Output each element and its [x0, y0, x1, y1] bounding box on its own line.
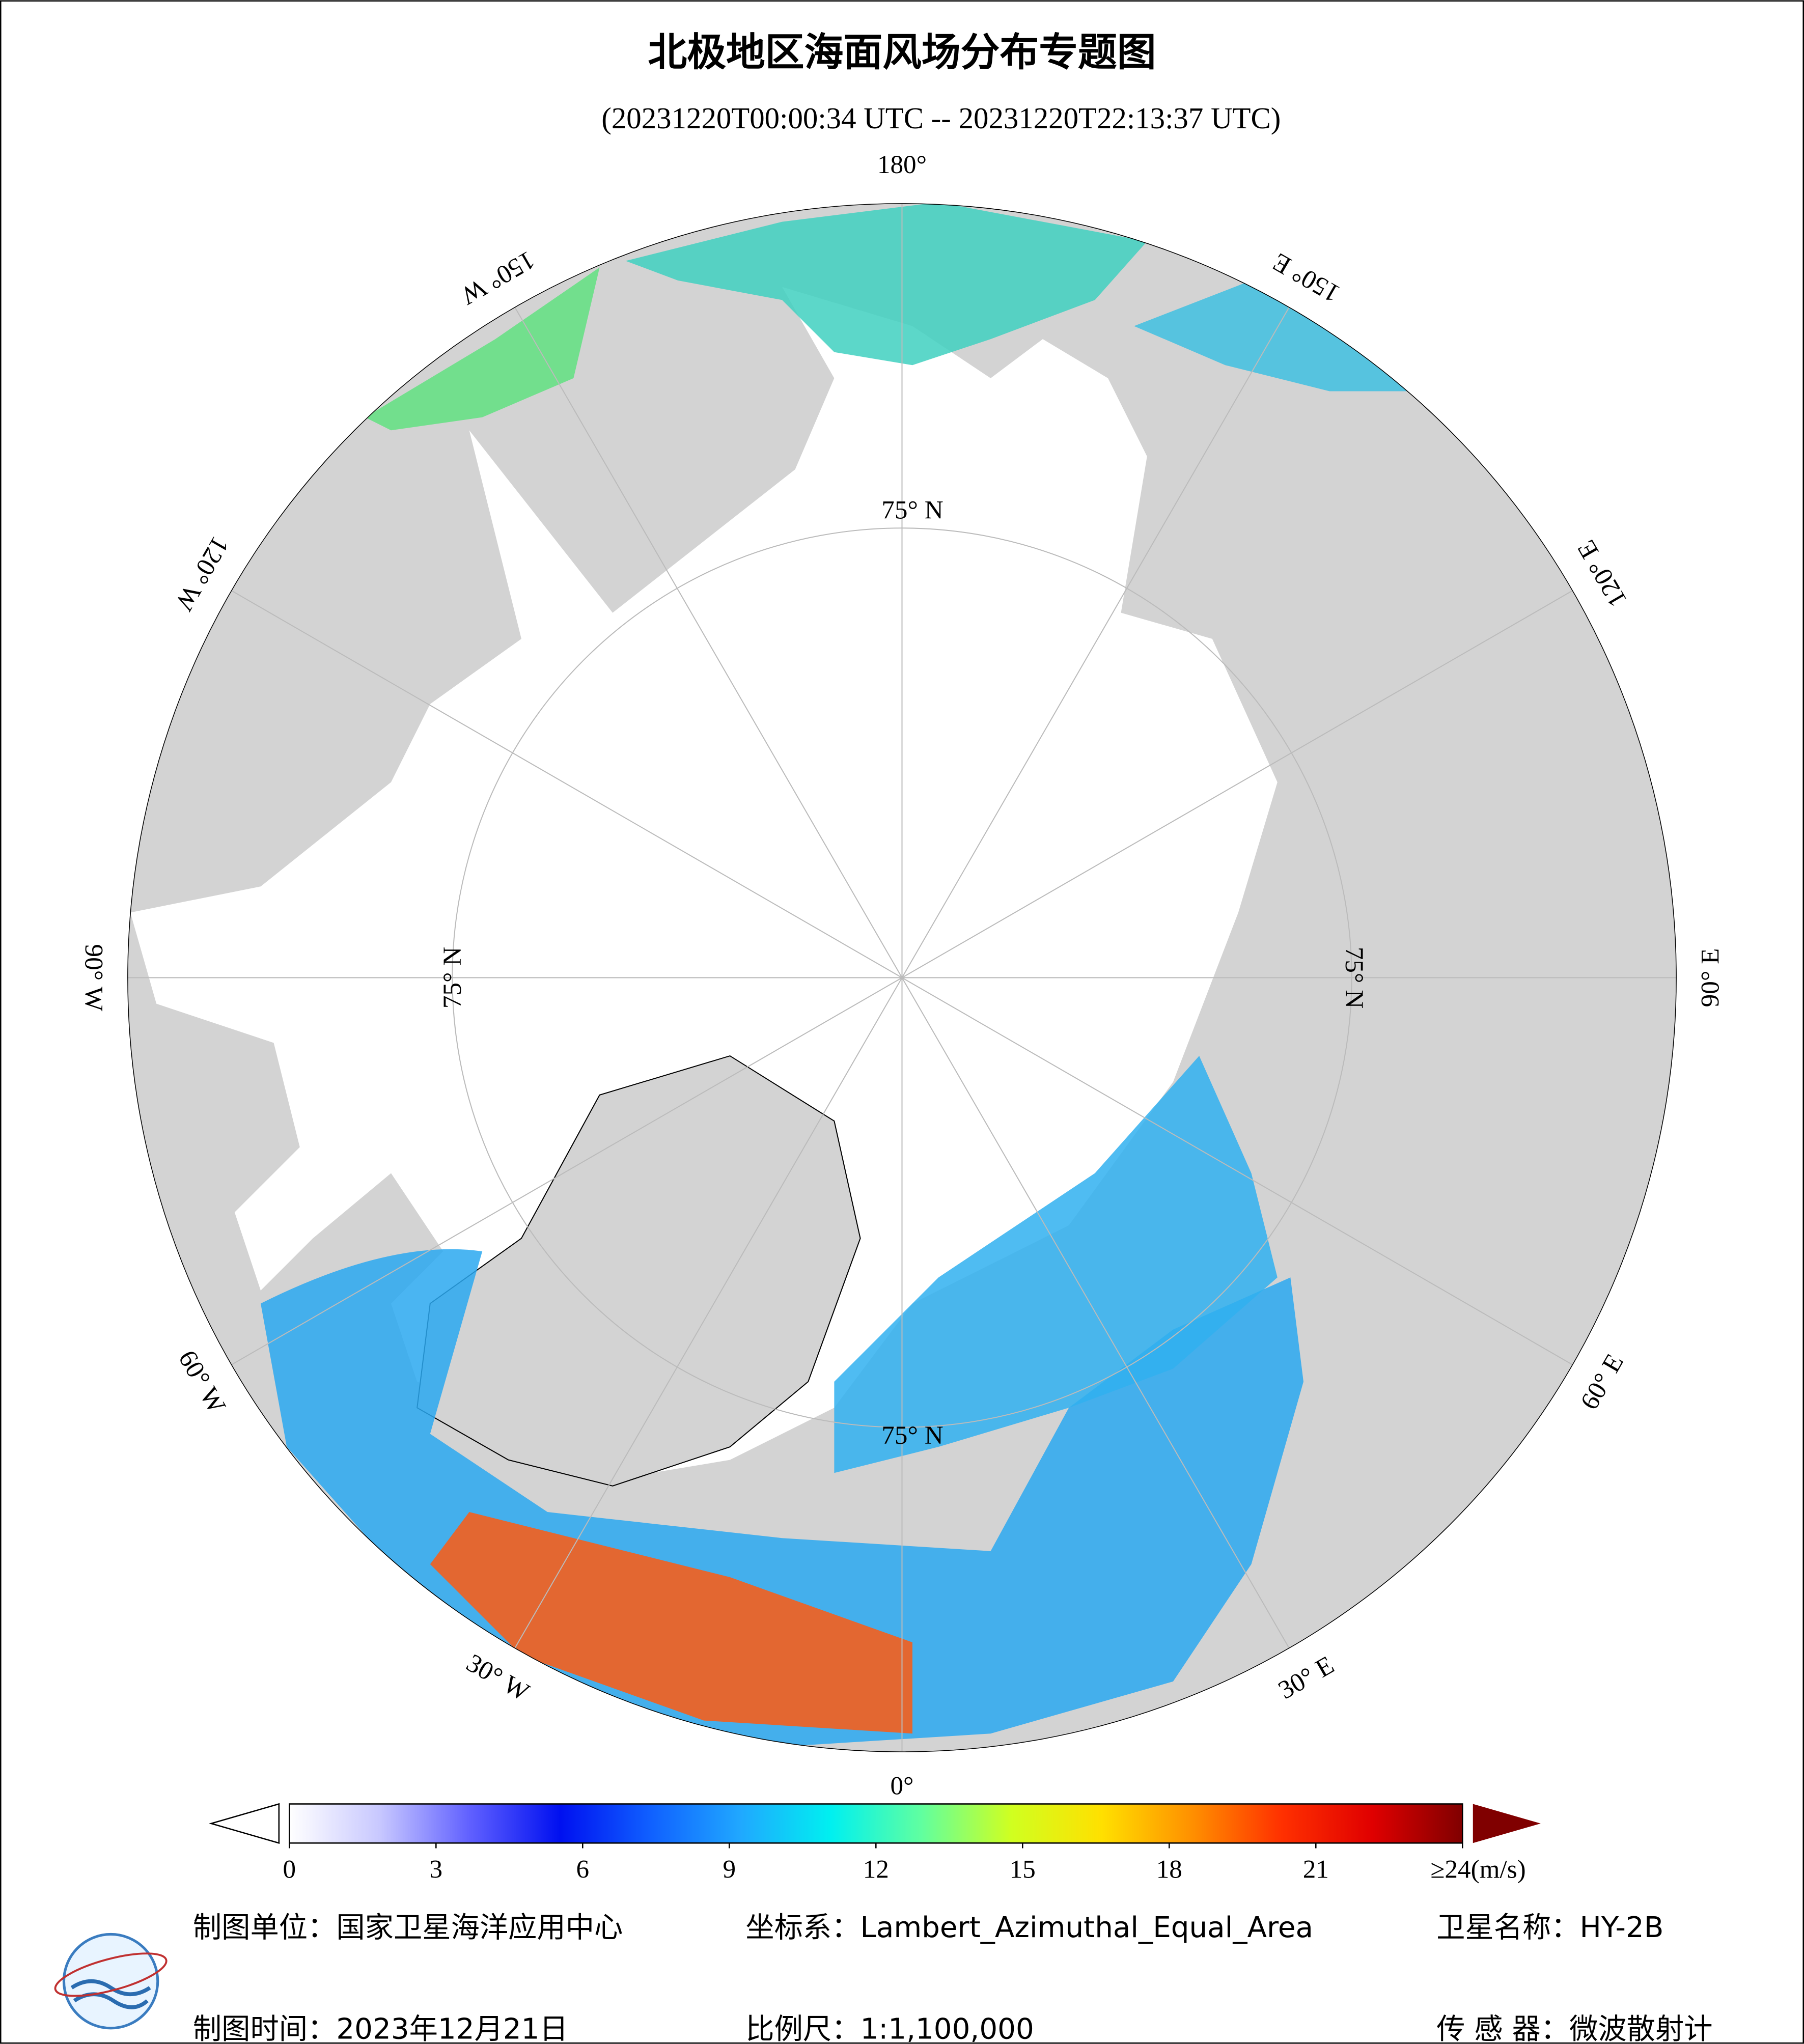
- meridian: [231, 590, 903, 978]
- longitude-label: 0°: [890, 1772, 913, 1801]
- colorbar-tick-label: 0: [283, 1855, 296, 1884]
- logo: [54, 1933, 168, 2030]
- wind-swath-barents: [834, 1056, 1278, 1473]
- meridian: [901, 307, 1290, 978]
- arctic-ocean: [130, 287, 1278, 1473]
- wind-swath-alaska: [365, 267, 600, 431]
- wind-swath-okhotsk: [1134, 280, 1408, 391]
- colorbar-tick-label: 9: [723, 1855, 736, 1884]
- longitude-label: 90° E: [1696, 948, 1725, 1007]
- meridian: [901, 590, 1573, 978]
- colorbar: [289, 1803, 1463, 1844]
- colorbar-tick-label: ≥24(m/s): [1430, 1855, 1525, 1884]
- footer-coords: 坐标系：Lambert_Azimuthal_Equal_Area: [745, 1911, 1313, 1944]
- title: 北极地区海面风场分布专题图: [648, 30, 1156, 75]
- meridian: [901, 977, 1573, 1365]
- colorbar-under: [209, 1803, 280, 1844]
- wind-swath-high: [430, 1512, 912, 1734]
- footer-date: 制图时间：2023年12月21日: [193, 2013, 568, 2044]
- longitude-label: 180°: [877, 150, 927, 179]
- footer-satellite: 卫星名称：HY-2B: [1436, 1911, 1663, 1944]
- subtitle: (20231220T00:00:34 UTC -- 20231220T22:13…: [601, 102, 1281, 135]
- meridian: [514, 307, 903, 978]
- colorbar-tick-label: 6: [576, 1855, 590, 1884]
- colorbar-over: [1473, 1804, 1541, 1843]
- colorbar-tick-label: 21: [1303, 1855, 1329, 1884]
- latitude-label: 75° N: [881, 1421, 943, 1450]
- longitude-label: 90° W: [79, 944, 108, 1012]
- latitude-label: 75° N: [881, 495, 943, 524]
- latitude-label: 75° N: [438, 947, 467, 1009]
- meridian: [514, 977, 903, 1648]
- colorbar-tick-label: 3: [430, 1855, 443, 1884]
- wind-swath-pacific: [625, 203, 1147, 366]
- footer-unit: 制图单位：国家卫星海洋应用中心: [193, 1911, 623, 1944]
- colorbar-tick-label: 15: [1010, 1855, 1036, 1884]
- latitude-label: 75° N: [1340, 947, 1369, 1009]
- footer-sensor: 传 感 器：微波散射计: [1436, 2013, 1712, 2044]
- meridian: [901, 977, 1290, 1648]
- map-border: [127, 203, 1677, 1752]
- map-body: [127, 203, 1677, 1752]
- colorbar-tick-label: 12: [863, 1855, 889, 1884]
- meridian: [231, 977, 903, 1365]
- footer-scale: 比例尺：1:1,100,000: [745, 2013, 1034, 2044]
- colorbar-tick-label: 18: [1156, 1855, 1182, 1884]
